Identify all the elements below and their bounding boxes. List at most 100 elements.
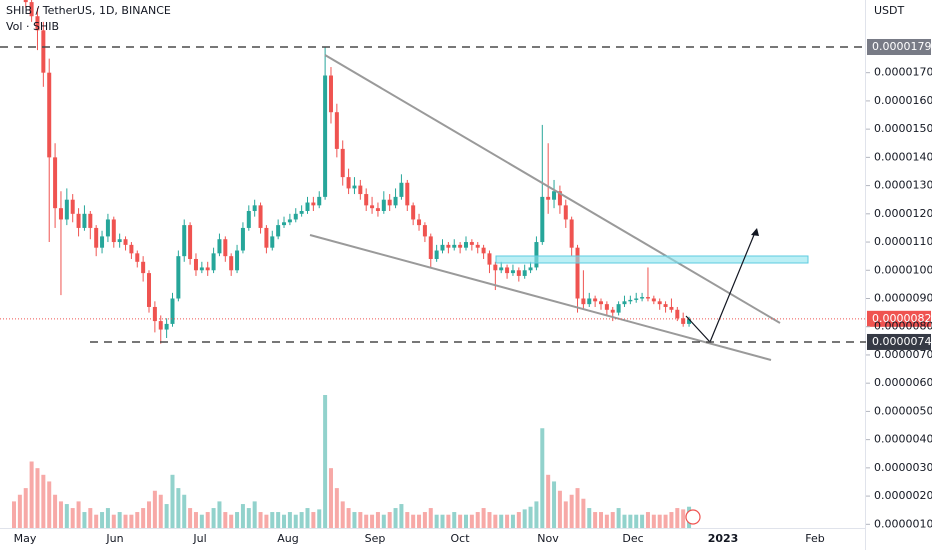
volume-bar: [205, 512, 210, 528]
candle-body: [505, 267, 510, 274]
x-tick-label: 2023: [708, 532, 739, 545]
candle-body: [510, 270, 515, 274]
volume-bar: [422, 512, 427, 528]
volume-bar: [675, 508, 680, 528]
candle-body: [123, 239, 128, 245]
volume-bar: [370, 514, 375, 528]
candle-body: [616, 304, 621, 313]
volume-bar: [94, 514, 99, 528]
volume-bar: [111, 514, 116, 528]
volume-bar: [417, 514, 422, 528]
candle-body: [581, 298, 586, 305]
candle-body: [135, 253, 140, 262]
volume-bar: [604, 514, 609, 528]
volume-bar: [229, 514, 234, 528]
volume-bar: [628, 514, 633, 528]
candle-body: [417, 219, 422, 226]
axis-currency: USDT: [874, 4, 905, 17]
volume-bar: [64, 504, 69, 528]
candle-body: [645, 297, 650, 299]
volume-bar: [599, 512, 603, 528]
candle-body: [164, 323, 169, 330]
candle-body: [522, 270, 527, 276]
volume-bar: [211, 508, 216, 528]
volume-bar: [546, 474, 551, 528]
x-tick-label: Sep: [365, 532, 386, 545]
volume-bar: [293, 514, 298, 528]
volume-bar: [552, 481, 557, 528]
candle-body: [669, 306, 674, 310]
resistance-zone: [495, 255, 809, 264]
volume-bar: [141, 508, 146, 528]
volume-bar: [405, 512, 410, 528]
volume-bar: [475, 512, 480, 528]
volume-bar: [640, 514, 645, 528]
candle-body: [516, 270, 521, 276]
volume-bar: [393, 508, 398, 528]
candle-body: [405, 182, 410, 206]
volume-bar: [276, 512, 281, 528]
candle-body: [199, 267, 204, 271]
candle-body: [76, 213, 81, 228]
volume-bar: [493, 514, 498, 528]
candle-body: [229, 256, 234, 271]
candle-body: [375, 208, 380, 211]
volume-bar: [328, 468, 333, 528]
candle-body: [328, 75, 333, 113]
volume-bar: [581, 498, 586, 528]
volume-bar: [358, 512, 363, 528]
volume-bar: [188, 508, 193, 528]
y-tick-label: 0.00000100: [874, 517, 932, 530]
volume-bar: [299, 512, 304, 528]
volume-bar: [481, 508, 486, 528]
candle-body: [446, 244, 451, 248]
candle-body: [141, 261, 146, 274]
x-tick-label: Nov: [537, 532, 559, 545]
candle-body: [282, 222, 287, 226]
candle-body: [100, 236, 105, 248]
candle-body: [552, 191, 557, 200]
candle-body: [158, 321, 163, 330]
volume-bar: [252, 501, 257, 528]
time-axis: May Jun Jul Aug Sep Oct Nov Dec 2023 Feb: [14, 532, 825, 545]
x-tick-label: Feb: [805, 532, 824, 545]
x-tick-label: May: [14, 532, 37, 545]
candle-body: [411, 205, 416, 220]
volume-bar: [282, 514, 287, 528]
candle-body: [293, 213, 298, 220]
volume-bar: [311, 512, 316, 528]
volume-bar: [487, 512, 492, 528]
volume-bar: [522, 509, 527, 528]
candle-body: [422, 225, 427, 237]
candle-body: [23, 0, 28, 3]
candle-body: [47, 72, 52, 158]
volume-bar: [12, 501, 16, 528]
volume-bar: [240, 504, 245, 528]
candle-body: [299, 210, 304, 214]
candle-body: [223, 239, 228, 257]
volume-bar: [411, 514, 416, 528]
level-label: 0.00001791: [872, 40, 932, 53]
candle-body: [499, 267, 504, 271]
candle-body: [370, 205, 375, 209]
volume-bar: [117, 512, 122, 528]
candle-body: [287, 219, 292, 223]
candle-body: [105, 219, 110, 237]
candle-body: [634, 298, 639, 300]
volume-bar: [528, 506, 533, 528]
volume-bar: [446, 514, 451, 528]
volume-bar: [346, 508, 351, 528]
volume-bar: [100, 512, 105, 528]
volume-bar: [135, 512, 140, 528]
volume-bar: [182, 494, 187, 528]
candle-body: [434, 250, 439, 259]
volume-bar: [364, 514, 369, 528]
candle-body: [393, 196, 398, 206]
candle-body: [534, 242, 539, 268]
candle-body: [334, 112, 339, 149]
